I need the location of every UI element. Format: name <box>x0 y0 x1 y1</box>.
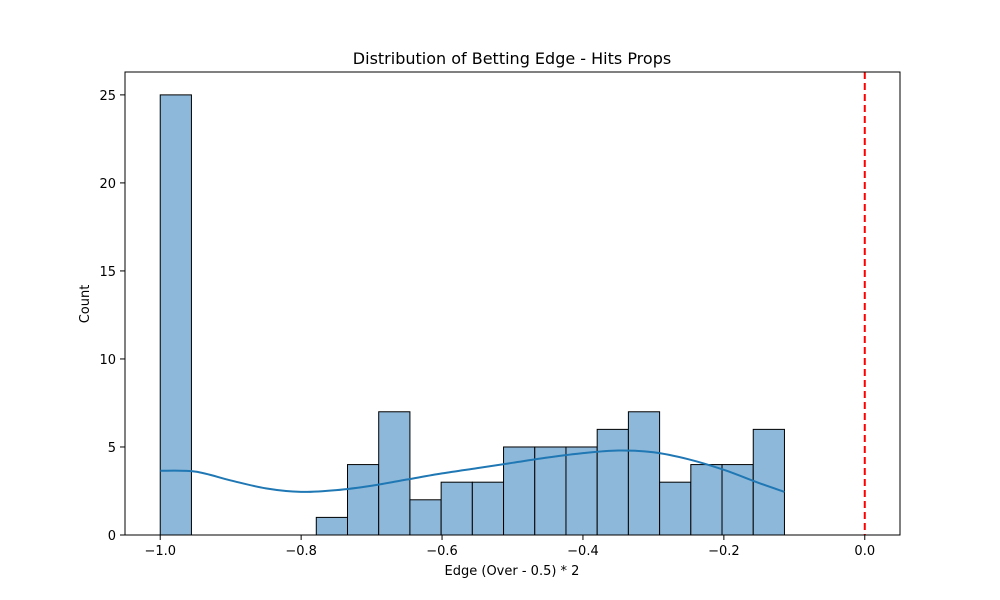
y-tick-label: 20 <box>99 177 116 192</box>
histogram-bar <box>721 464 754 536</box>
bars-layer <box>159 94 785 536</box>
histogram-bar <box>378 411 411 536</box>
histogram-bar <box>346 464 380 536</box>
histogram-bar <box>534 446 567 536</box>
y-tick-label: 5 <box>108 441 116 456</box>
histogram-bar <box>690 464 723 536</box>
y-axis-ticks: 0 5 10 15 20 25 <box>99 89 125 544</box>
histogram-bar <box>596 428 629 536</box>
histogram-bar <box>565 446 598 536</box>
x-tick-label: 0.0 <box>854 544 875 559</box>
chart-title: Distribution of Betting Edge - Hits Prop… <box>353 49 671 68</box>
y-tick-label: 10 <box>99 353 116 368</box>
histogram-bar <box>440 481 473 536</box>
histogram-bar <box>659 481 692 536</box>
x-tick-label: −0.8 <box>285 544 317 559</box>
histogram-bar <box>471 481 505 536</box>
y-tick-label: 0 <box>108 529 116 544</box>
x-tick-label: −0.2 <box>708 544 740 559</box>
histogram-bar <box>159 94 192 536</box>
x-axis-ticks: −1.0 −0.8 −0.6 −0.4 −0.2 0.0 <box>144 535 875 559</box>
y-tick-label: 15 <box>99 265 116 280</box>
x-tick-label: −0.4 <box>567 544 599 559</box>
kde-curve <box>160 449 785 493</box>
histogram-bar <box>409 499 442 536</box>
y-axis-label: Count <box>78 285 93 324</box>
x-tick-label: −1.0 <box>144 544 176 559</box>
x-tick-label: −0.6 <box>426 544 458 559</box>
y-tick-label: 25 <box>99 89 116 104</box>
x-axis-label: Edge (Over - 0.5) * 2 <box>445 564 580 579</box>
histogram-bar <box>315 516 348 536</box>
plot-frame <box>124 71 901 536</box>
histogram-bar <box>627 411 661 536</box>
kde-layer <box>160 449 785 493</box>
